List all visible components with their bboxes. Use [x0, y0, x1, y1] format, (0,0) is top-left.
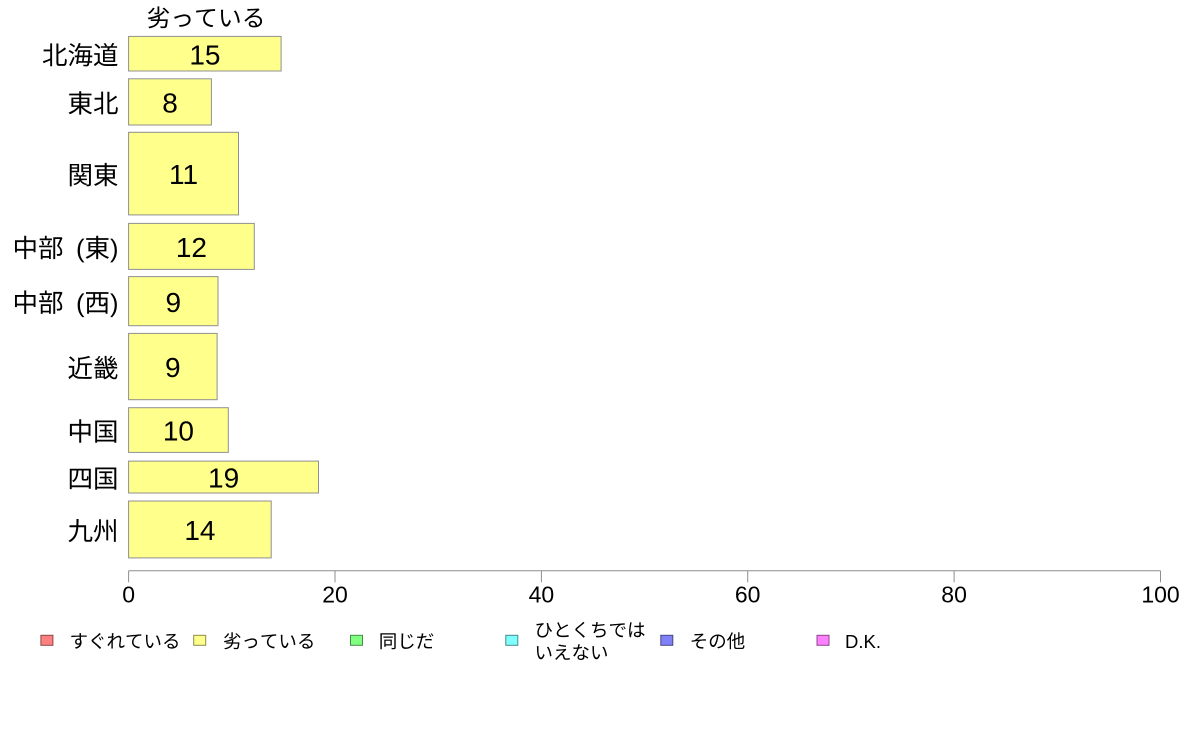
svg-text:20: 20: [322, 581, 348, 607]
svg-text:10: 10: [163, 416, 194, 447]
svg-text:15: 15: [189, 39, 220, 70]
svg-text:80: 80: [941, 581, 967, 607]
svg-text:9: 9: [165, 352, 181, 383]
svg-text:60: 60: [735, 581, 761, 607]
svg-text:8: 8: [162, 88, 178, 119]
svg-text:0: 0: [122, 581, 135, 607]
svg-text:9: 9: [166, 287, 182, 318]
svg-text:19: 19: [208, 463, 239, 494]
svg-text:D.K.: D.K.: [845, 631, 881, 652]
svg-text:40: 40: [529, 581, 555, 607]
svg-text:11: 11: [169, 159, 198, 190]
svg-text:14: 14: [184, 515, 215, 546]
svg-text:100: 100: [1141, 581, 1179, 607]
svg-text:12: 12: [176, 232, 207, 263]
